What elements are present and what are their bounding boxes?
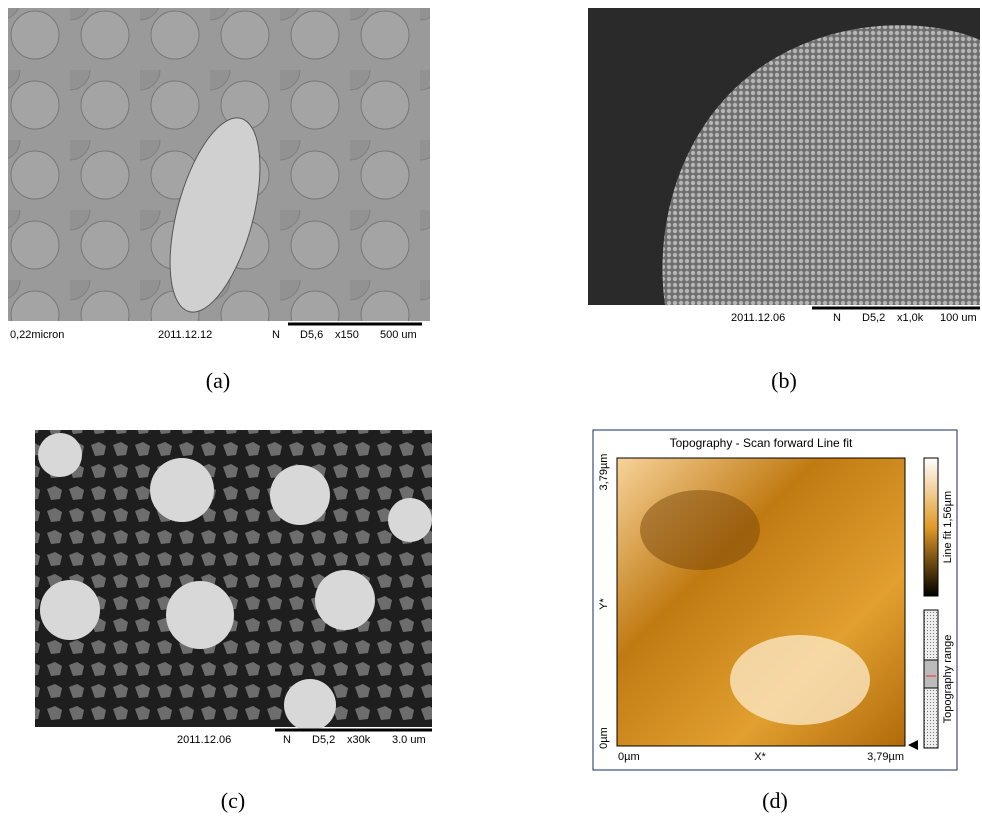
y-label: 3,79µm: [598, 454, 610, 491]
info-text: x30k: [347, 734, 371, 746]
info-text: 2011.12.12: [158, 329, 212, 341]
afm-feature: [640, 490, 760, 570]
info-text: N: [283, 734, 291, 746]
y-label: 0µm: [598, 727, 610, 749]
range-label: Topography range: [942, 635, 954, 724]
panel-b: 2011.12.06 N D5,2 x1,0k 100 um (b): [588, 8, 980, 393]
info-text: 100 um: [940, 312, 977, 324]
info-text: 500 um: [380, 329, 417, 341]
panel-c: 2011.12.06 N D5,2 x30k 3.0 um (c): [35, 430, 432, 813]
info-text: x1,0k: [897, 312, 924, 324]
x-label: 0µm: [618, 751, 640, 763]
x-label: X*: [754, 751, 766, 763]
info-text: 2011.12.06: [177, 734, 231, 746]
info-text: 0,22micron: [10, 329, 64, 341]
info-text: N: [272, 329, 280, 341]
info-text: D5,6: [300, 329, 323, 341]
caption: (a): [206, 368, 230, 393]
info-text: D5,2: [862, 312, 885, 324]
afm-title: Topography - Scan forward Line fit: [670, 436, 853, 450]
afm-feature: [730, 635, 870, 725]
info-text: N: [833, 312, 841, 324]
caption: (b): [771, 368, 797, 393]
range-window: [924, 660, 938, 688]
info-text: 2011.12.06: [731, 312, 785, 324]
figure: 0,22micron 2011.12.12 N D5,6 x150 500 um…: [0, 0, 982, 819]
info-text: x150: [335, 329, 359, 341]
colorbar: [924, 458, 938, 596]
info-text: 3.0 um: [392, 734, 426, 746]
sem-image: [35, 430, 432, 727]
caption: (d): [762, 788, 788, 813]
x-label: 3,79µm: [867, 751, 904, 763]
colorbar-label: Line fit 1,56µm: [942, 491, 954, 563]
panel-a: 0,22micron 2011.12.12 N D5,6 x150 500 um…: [8, 8, 430, 393]
caption: (c): [221, 788, 245, 813]
info-text: D5,2: [312, 734, 335, 746]
panel-d: Topography - Scan forward Line fit 3,79µ…: [593, 430, 957, 813]
y-label: Y*: [598, 597, 610, 609]
